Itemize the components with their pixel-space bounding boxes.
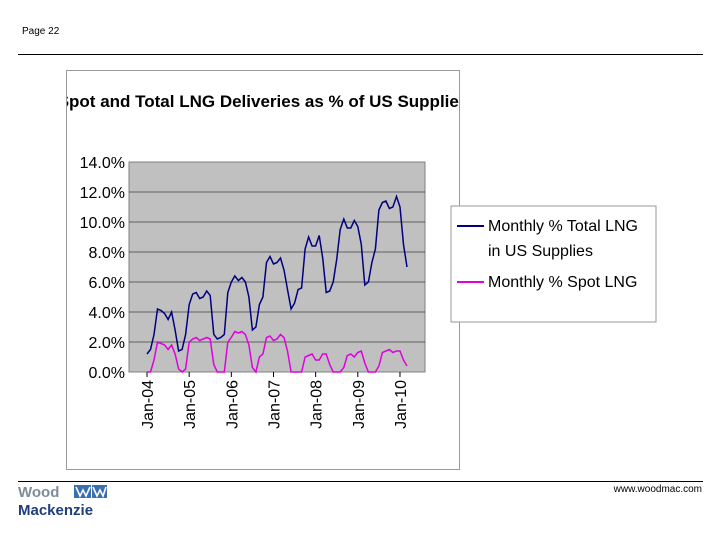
x-tick-label: Jan-07 (266, 380, 283, 429)
wood-mackenzie-logo: Wood Mackenzie (18, 484, 107, 518)
legend-label-spot: Monthly % Spot LNG (488, 274, 637, 291)
legend-label-total-line1: Monthly % Total LNG (488, 218, 638, 235)
y-tick-label: 8.0% (89, 245, 125, 262)
plot-area (128, 161, 426, 373)
y-tick-label: 6.0% (89, 275, 125, 292)
legend-label-total-line2: in US Supplies (488, 243, 593, 260)
x-tick-label: Jan-09 (351, 380, 368, 429)
logo-wood-text: Wood (18, 484, 59, 501)
y-tick-label: 12.0% (80, 185, 125, 202)
chart-title: Spot and Total LNG Deliveries as % of US… (67, 92, 459, 111)
chart-legend: Monthly % Total LNG in US Supplies Month… (450, 205, 657, 323)
page-number: Page 22 (22, 26, 60, 37)
x-tick-label: Jan-08 (309, 380, 326, 429)
x-tick-label: Jan-06 (224, 380, 241, 429)
legend-border (450, 205, 657, 323)
footer-divider (18, 481, 703, 482)
x-tick-label: Jan-04 (140, 380, 157, 429)
series-spot-lng-line (147, 330, 408, 374)
logo-mackenzie-text: Mackenzie (18, 502, 93, 518)
logo-w-mark-icon (74, 485, 107, 499)
website-link[interactable]: www.woodmac.com (613, 484, 702, 495)
x-tick-label: Jan-05 (182, 380, 199, 429)
y-tick-label: 2.0% (89, 335, 125, 352)
y-tick-label: 0.0% (89, 365, 125, 382)
series-total-lng-line (146, 194, 408, 355)
header-divider (18, 54, 703, 55)
y-tick-label: 4.0% (89, 305, 125, 322)
y-tick-label: 10.0% (80, 215, 125, 232)
x-tick-label: Jan-10 (393, 380, 410, 429)
y-tick-label: 14.0% (80, 155, 125, 172)
lng-chart: Spot and Total LNG Deliveries as % of US… (67, 92, 459, 429)
chart-frame: Spot and Total LNG Deliveries as % of US… (66, 70, 460, 470)
